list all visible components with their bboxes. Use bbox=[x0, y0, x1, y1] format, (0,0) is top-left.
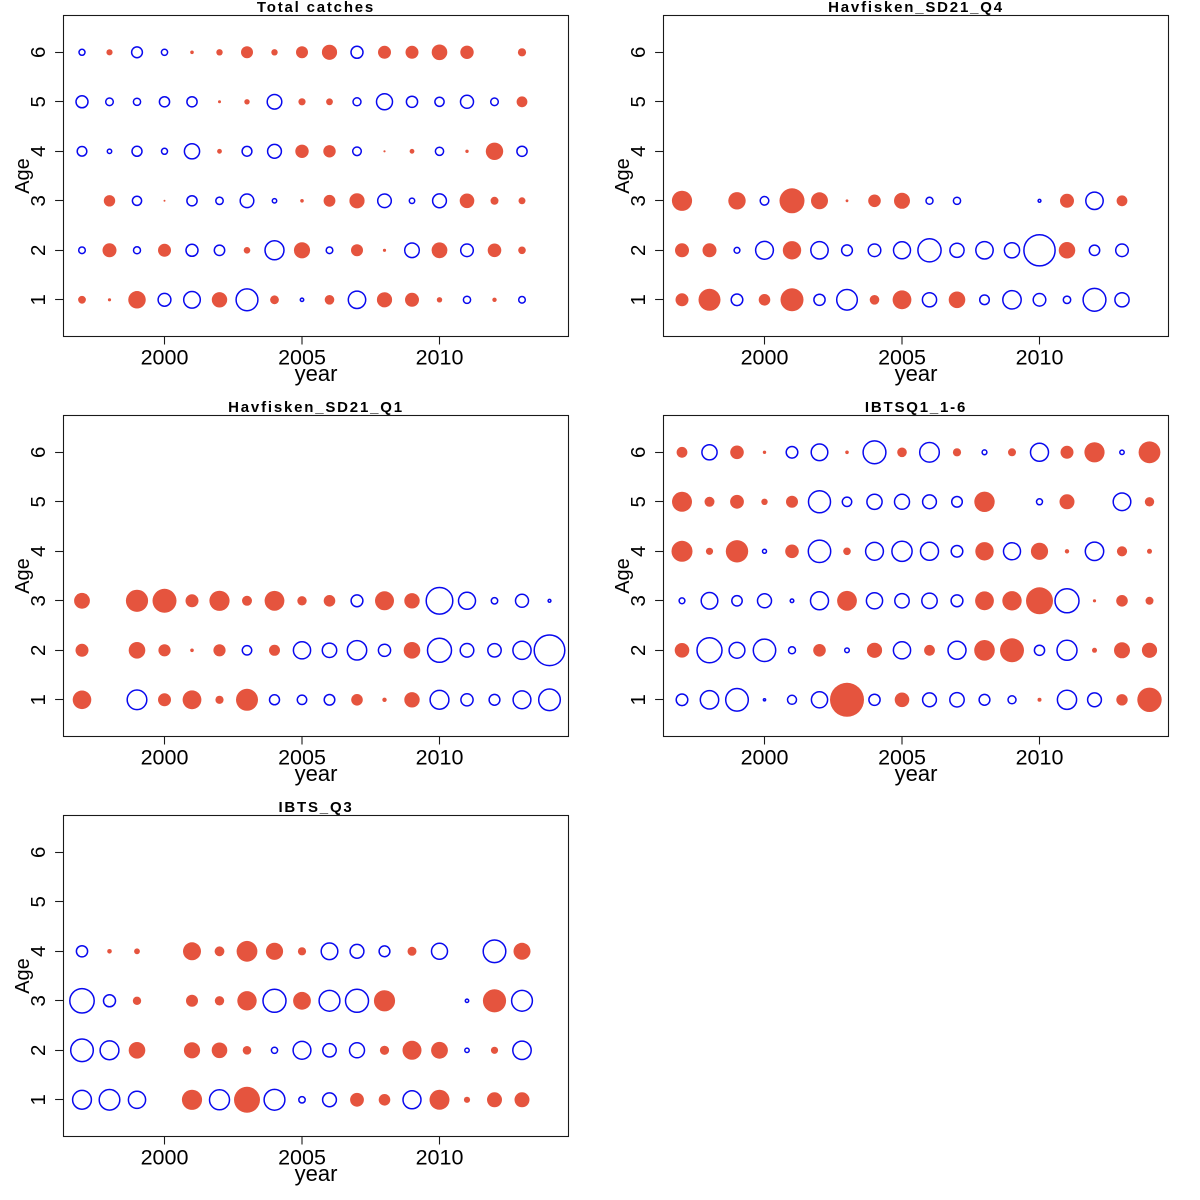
svg-text:3: 3 bbox=[27, 995, 50, 1006]
svg-text:2005: 2005 bbox=[278, 346, 326, 370]
svg-text:2010: 2010 bbox=[416, 746, 464, 770]
svg-text:5: 5 bbox=[27, 496, 50, 507]
svg-text:year: year bbox=[295, 361, 338, 386]
svg-text:year: year bbox=[295, 1161, 338, 1186]
svg-text:1: 1 bbox=[627, 694, 650, 705]
svg-text:1: 1 bbox=[27, 694, 50, 705]
svg-text:Age: Age bbox=[12, 558, 34, 594]
svg-text:2: 2 bbox=[627, 645, 650, 656]
svg-text:2000: 2000 bbox=[141, 746, 189, 770]
svg-text:6: 6 bbox=[27, 447, 50, 458]
svg-text:1: 1 bbox=[27, 1094, 50, 1105]
svg-text:2000: 2000 bbox=[141, 346, 189, 370]
svg-text:5: 5 bbox=[27, 96, 50, 107]
svg-text:6: 6 bbox=[627, 447, 650, 458]
svg-text:5: 5 bbox=[627, 496, 650, 507]
svg-text:3: 3 bbox=[27, 595, 50, 606]
svg-text:2005: 2005 bbox=[278, 746, 326, 770]
svg-text:3: 3 bbox=[627, 195, 650, 206]
svg-text:3: 3 bbox=[627, 595, 650, 606]
svg-text:year: year bbox=[895, 761, 938, 786]
svg-text:IBTSQ1_1-6: IBTSQ1_1-6 bbox=[865, 399, 967, 416]
svg-text:1: 1 bbox=[27, 294, 50, 305]
svg-text:4: 4 bbox=[27, 946, 50, 957]
svg-text:Age: Age bbox=[12, 158, 34, 194]
svg-text:Havfisken_SD21_Q1: Havfisken_SD21_Q1 bbox=[228, 399, 404, 416]
svg-text:2005: 2005 bbox=[878, 746, 926, 770]
svg-text:2005: 2005 bbox=[878, 346, 926, 370]
svg-text:Age: Age bbox=[612, 158, 634, 194]
svg-text:6: 6 bbox=[627, 47, 650, 58]
svg-text:2010: 2010 bbox=[416, 346, 464, 370]
svg-text:2010: 2010 bbox=[1016, 346, 1064, 370]
svg-text:2000: 2000 bbox=[741, 746, 789, 770]
svg-text:2010: 2010 bbox=[1016, 746, 1064, 770]
svg-text:4: 4 bbox=[27, 546, 50, 557]
svg-text:Havfisken_SD21_Q4: Havfisken_SD21_Q4 bbox=[828, 0, 1004, 16]
svg-text:2000: 2000 bbox=[141, 1146, 189, 1170]
svg-text:4: 4 bbox=[627, 546, 650, 557]
svg-text:Total catches: Total catches bbox=[257, 0, 375, 16]
svg-text:3: 3 bbox=[27, 195, 50, 206]
svg-text:2: 2 bbox=[627, 245, 650, 256]
svg-text:1: 1 bbox=[627, 294, 650, 305]
svg-text:5: 5 bbox=[627, 96, 650, 107]
svg-text:4: 4 bbox=[27, 146, 50, 157]
svg-text:2000: 2000 bbox=[741, 346, 789, 370]
svg-text:Age: Age bbox=[612, 558, 634, 594]
svg-text:5: 5 bbox=[27, 896, 50, 907]
svg-text:2: 2 bbox=[27, 1045, 50, 1056]
svg-text:year: year bbox=[895, 361, 938, 386]
svg-text:6: 6 bbox=[27, 47, 50, 58]
svg-text:Age: Age bbox=[12, 958, 34, 994]
svg-text:2010: 2010 bbox=[416, 1146, 464, 1170]
svg-text:IBTS_Q3: IBTS_Q3 bbox=[278, 799, 353, 816]
svg-text:2: 2 bbox=[27, 245, 50, 256]
svg-text:2: 2 bbox=[27, 645, 50, 656]
svg-text:2005: 2005 bbox=[278, 1146, 326, 1170]
svg-text:year: year bbox=[295, 761, 338, 786]
svg-text:6: 6 bbox=[27, 847, 50, 858]
svg-text:4: 4 bbox=[627, 146, 650, 157]
